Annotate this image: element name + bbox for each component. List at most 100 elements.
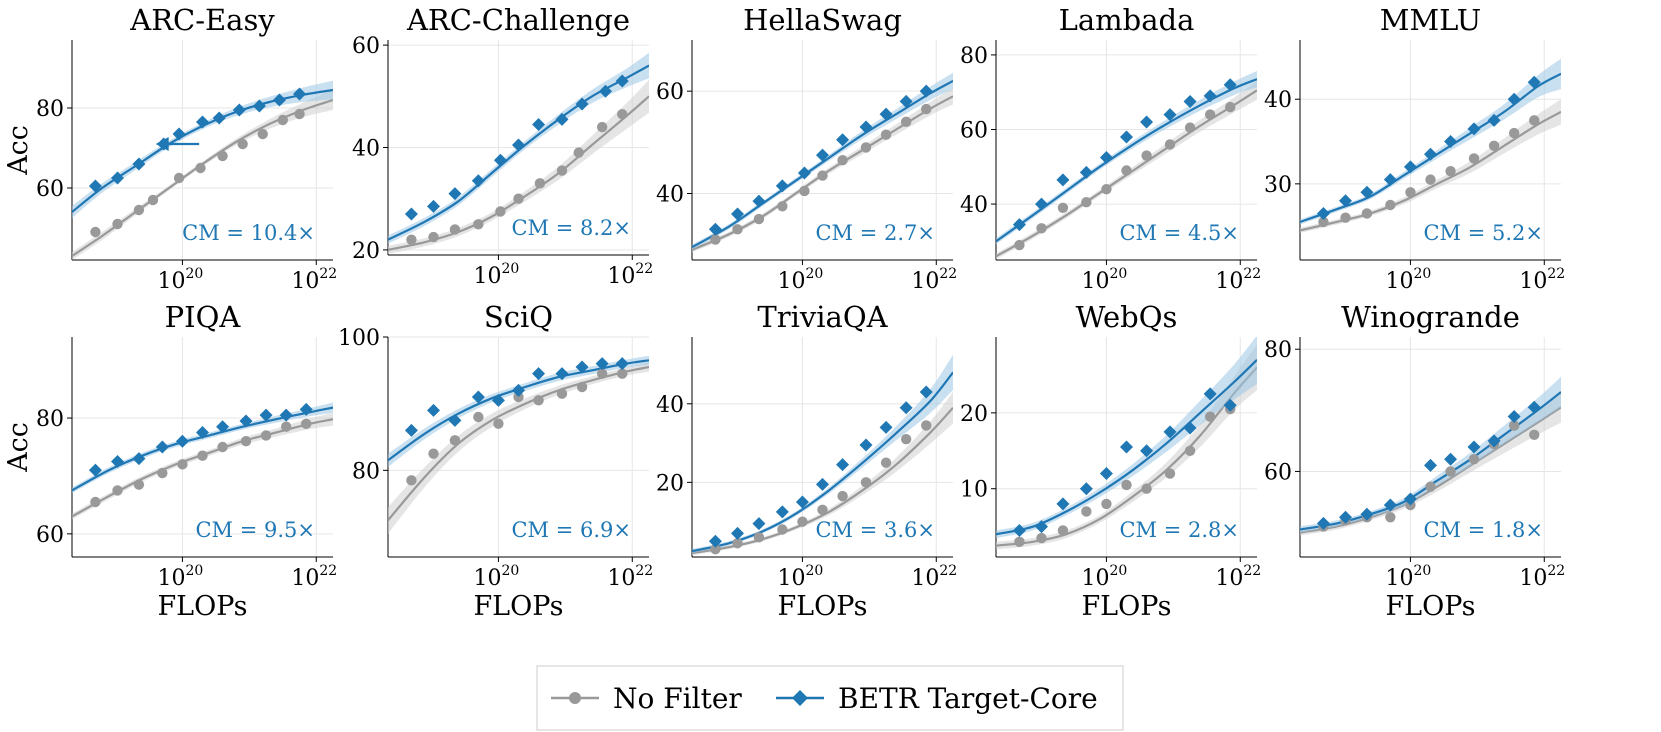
no-filter-data-point (837, 155, 848, 166)
x-tick-base: 10 (158, 269, 186, 294)
no-filter-data-point (1468, 454, 1480, 465)
betr-data-point (615, 74, 629, 88)
betr-data-point (836, 458, 850, 472)
x-tick-base: 10 (474, 566, 502, 591)
betr-data-point (1339, 510, 1353, 524)
no-filter-data-point (493, 418, 504, 429)
no-filter-data-point (732, 224, 743, 235)
no-filter-data-point (596, 121, 608, 133)
no-filter-data-point (1204, 109, 1216, 120)
betr-data-point (1467, 440, 1481, 454)
betr-data-point (1383, 498, 1397, 512)
betr-data-point (816, 148, 829, 162)
no-filter-data-point (1385, 512, 1396, 523)
betr-data-point (448, 187, 462, 201)
betr-data-point (859, 120, 873, 134)
betr-data-point (1012, 218, 1026, 232)
x-tick-base: 10 (1082, 566, 1110, 591)
compute-multiplier-label: CM = 2.7× (815, 221, 935, 245)
x-tick-exponent: 20 (806, 563, 824, 579)
betr-data-point (1424, 147, 1437, 161)
no-filter-data-point (1014, 239, 1025, 251)
no-filter-data-point (1164, 139, 1176, 150)
no-filter-data-point (860, 477, 872, 488)
x-tick-base: 10 (911, 566, 939, 591)
no-filter-data-point (428, 448, 439, 459)
panel-title: ARC-Easy (129, 3, 275, 37)
x-axis-label: FLOPs (473, 591, 563, 622)
no-filter-data-point (301, 418, 312, 430)
no-filter-data-point (817, 170, 828, 181)
betr-data-point (1183, 95, 1197, 109)
no-filter-data-point (533, 395, 544, 406)
x-tick-base: 10 (607, 264, 635, 289)
x-tick-label: 1022 (911, 563, 957, 591)
betr-data-point (1403, 160, 1417, 174)
x-tick-label: 1022 (291, 563, 337, 591)
y-tick-label: 60 (36, 177, 64, 202)
betr-data-point (575, 97, 589, 111)
no-filter-data-point (1184, 445, 1196, 456)
compute-multiplier-label: CM = 2.8× (1119, 518, 1239, 542)
betr-data-point (172, 127, 186, 141)
no-filter-data-point (217, 441, 228, 453)
x-tick-exponent: 22 (635, 563, 653, 579)
betr-data-point (272, 93, 286, 107)
betr-data-point (708, 222, 722, 236)
betr-data-point (132, 157, 146, 171)
y-tick-label: 40 (656, 393, 684, 418)
betr-data-point (575, 360, 589, 374)
betr-data-point (1223, 78, 1237, 92)
betr-confidence-band (996, 337, 1257, 538)
x-tick-label: 1022 (911, 266, 957, 294)
betr-data-point (555, 367, 569, 381)
betr-data-point (196, 426, 209, 440)
x-tick-exponent: 20 (1110, 563, 1128, 579)
no-filter-data-point (777, 524, 788, 535)
no-filter-data-point (710, 234, 721, 245)
y-tick-label: 60 (36, 523, 64, 548)
betr-data-point (899, 94, 913, 108)
no-filter-data-point (817, 504, 828, 516)
betr-data-point (512, 383, 525, 397)
no-filter-data-point (900, 433, 912, 445)
no-filter-data-point (1101, 498, 1112, 510)
no-filter-data-point (860, 142, 872, 153)
no-filter-data-point (280, 421, 292, 432)
betr-data-point (111, 171, 125, 185)
x-tick-label: 1020 (474, 261, 520, 289)
no-filter-data-point (112, 218, 123, 230)
x-tick-exponent: 22 (939, 563, 957, 579)
betr-data-point (404, 207, 418, 221)
no-filter-data-point (1529, 429, 1540, 440)
no-filter-data-point (1425, 174, 1436, 185)
x-tick-exponent: 22 (319, 563, 337, 579)
y-tick-label: 20 (656, 471, 684, 496)
no-filter-data-point (1036, 223, 1047, 234)
no-filter-confidence-band (1300, 99, 1561, 233)
no-filter-confidence-band (72, 90, 333, 260)
betr-data-point (427, 199, 441, 213)
no-filter-data-point (473, 411, 484, 423)
compute-multiplier-label: CM = 1.8× (1423, 518, 1543, 542)
betr-data-point (1527, 400, 1541, 414)
y-axis-label: Acc (3, 125, 34, 176)
no-filter-data-point (294, 108, 305, 120)
x-tick-label: 1022 (1519, 266, 1565, 294)
legend-betr-label: BETR Target-Core (838, 682, 1098, 715)
x-tick-base: 10 (1215, 566, 1243, 591)
x-tick-label: 1022 (1519, 563, 1565, 591)
betr-data-point (919, 385, 933, 399)
x-tick-base: 10 (778, 269, 806, 294)
betr-data-point (1120, 130, 1133, 144)
panel-title: WebQs (1076, 300, 1178, 334)
betr-data-point (532, 367, 546, 381)
betr-fit-line (72, 406, 333, 492)
betr-data-point (259, 408, 273, 422)
betr-data-point (155, 440, 169, 454)
no-filter-data-point (1318, 216, 1329, 228)
x-tick-base: 10 (607, 566, 635, 591)
compute-multiplier-label: CM = 4.5× (1119, 221, 1239, 245)
